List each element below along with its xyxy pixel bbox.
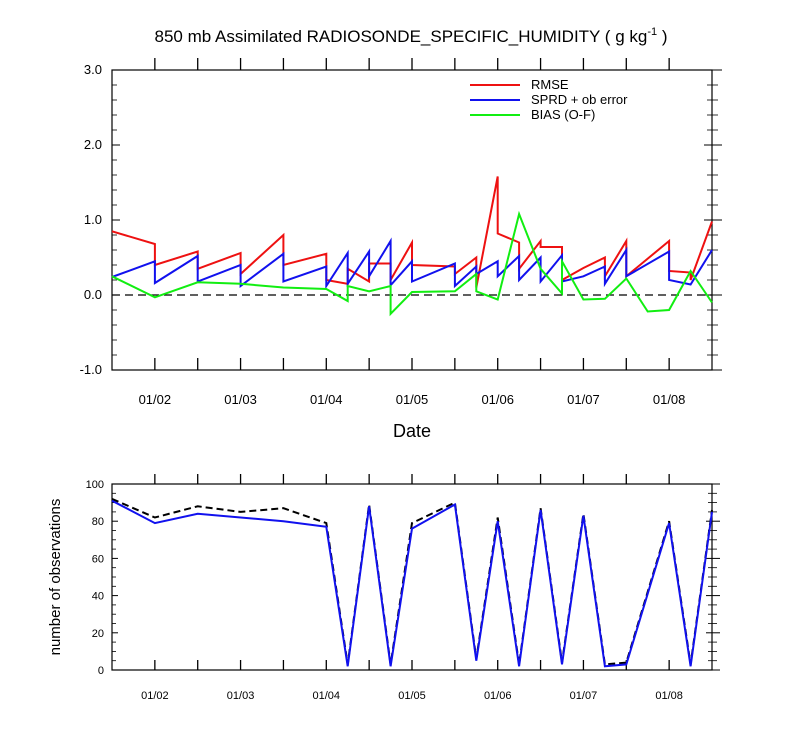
x-tick-label: 01/03 [227, 690, 255, 702]
y-tick-label: 0.0 [84, 287, 102, 302]
top-plot: -1.0 0.0 1.0 2.0 3.0 01/02 01/03 01/04 01/05 01/0… [80, 58, 722, 407]
x-tick-label: 01/06 [484, 690, 512, 702]
y-tick-label: 20 [92, 628, 104, 640]
series-line-sprd-ob-error [111, 237, 713, 290]
y-tick-label: 1.0 [84, 212, 102, 227]
x-tick-label: 01/07 [570, 690, 598, 702]
series-line-bias-o-f [111, 210, 713, 317]
x-tick-label: 01/02 [141, 690, 169, 702]
y-tick-label: 100 [86, 479, 104, 491]
x-tick-label: 01/03 [224, 392, 257, 407]
x-tick-label: 01/08 [655, 690, 683, 702]
y-tick-label: 80 [92, 516, 104, 528]
legend-label-sprd-ob-error: SPRD + ob error [531, 92, 628, 107]
x-tick-label: 01/05 [396, 392, 429, 407]
x-tick-label: 01/07 [567, 392, 600, 407]
legend-label-rmse: RMSE [531, 77, 569, 92]
y-tick-label: 40 [92, 591, 104, 603]
top-xaxis-label: Date [393, 421, 431, 441]
bottom-yaxis-label: number of observations [47, 499, 64, 656]
x-tick-label: 01/08 [653, 392, 686, 407]
y-tick-label: 3.0 [84, 62, 102, 77]
chart-title: 850 mb Assimilated RADIOSONDE_SPECIFIC_H… [155, 26, 668, 46]
series-line-assimilated [111, 499, 713, 668]
x-tick-label: 01/02 [139, 392, 172, 407]
y-tick-label: 60 [92, 553, 104, 565]
series-line-possible [111, 497, 713, 666]
y-tick-label: -1.0 [80, 362, 102, 377]
y-tick-label: 0 [98, 665, 104, 677]
x-tick-label: 01/04 [313, 690, 341, 702]
plot-frame [111, 483, 713, 671]
y-tick-label: 2.0 [84, 137, 102, 152]
legend-label-bias-o-f: BIAS (O-F) [531, 107, 595, 122]
x-tick-label: 01/05 [398, 690, 426, 702]
plot-frame [111, 69, 713, 371]
bottom-plot: 0 20 40 60 80 100 01/02 01/03 01/04 01/05 01/06 01/… [86, 474, 720, 702]
x-tick-label: 01/04 [310, 392, 343, 407]
x-tick-label: 01/06 [481, 392, 514, 407]
